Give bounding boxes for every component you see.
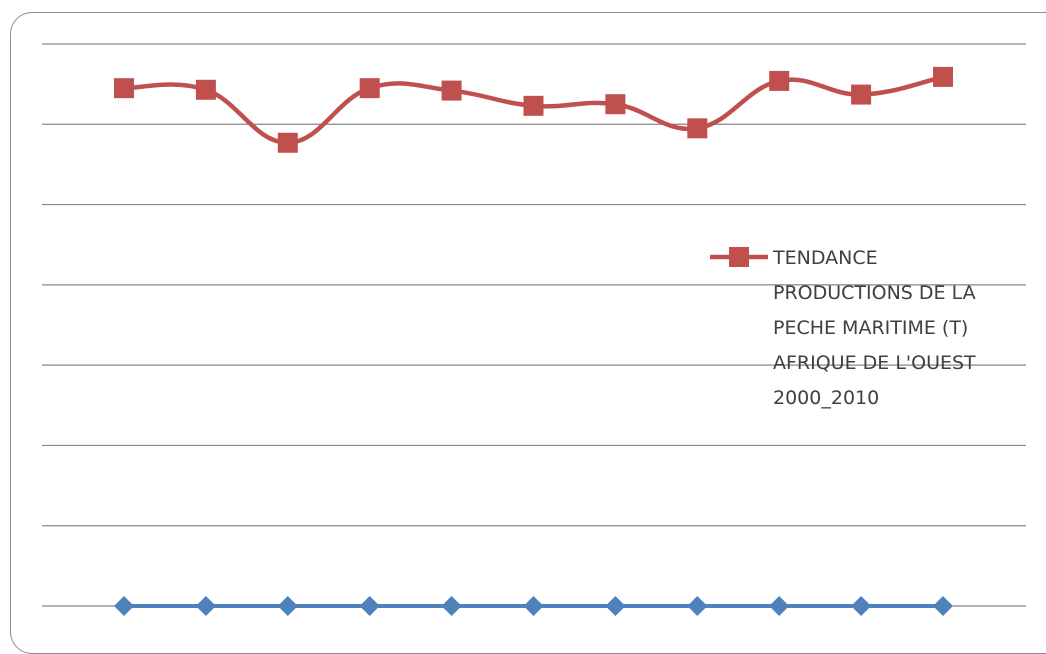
legend-label-line: 2000_2010 <box>773 387 879 409</box>
square-marker <box>933 66 953 87</box>
legend-label: TENDANCE PRODUCTIONS DE LA PECHE MARITIME … <box>772 247 976 409</box>
square-marker <box>114 78 134 99</box>
legend-square-marker <box>729 247 749 267</box>
diamond-marker <box>933 596 953 616</box>
line-chart: TENDANCE PRODUCTIONS DE LA PECHE MARITIME … <box>42 43 1026 616</box>
diamond-marker <box>769 596 790 616</box>
legend-label-line: TENDANCE <box>772 247 878 269</box>
diamond-marker <box>277 596 298 616</box>
legend-label-line: PECHE MARITIME (T) <box>773 317 968 339</box>
square-marker <box>851 84 872 105</box>
diamond-marker <box>687 596 708 616</box>
diamond-marker <box>523 596 544 616</box>
legend-label-line: PRODUCTIONS DE LA <box>773 282 976 304</box>
legend: TENDANCE PRODUCTIONS DE LA PECHE MARITIME … <box>710 247 976 409</box>
diamond-marker <box>851 596 872 616</box>
diamond-marker <box>114 596 134 616</box>
diamond-marker <box>195 596 216 616</box>
square-marker <box>441 80 462 101</box>
chart-frame <box>10 12 1046 654</box>
series-layer <box>114 66 953 616</box>
square-marker <box>277 132 298 153</box>
square-marker <box>195 79 216 100</box>
square-marker <box>687 118 708 139</box>
square-marker <box>359 78 380 99</box>
diamond-marker <box>359 596 380 616</box>
square-marker <box>523 95 544 116</box>
square-marker <box>769 70 790 91</box>
square-marker <box>605 94 626 115</box>
diamond-marker <box>605 596 626 616</box>
diamond-marker <box>441 596 462 616</box>
legend-label-line: AFRIQUE DE L'OUEST <box>773 352 976 374</box>
